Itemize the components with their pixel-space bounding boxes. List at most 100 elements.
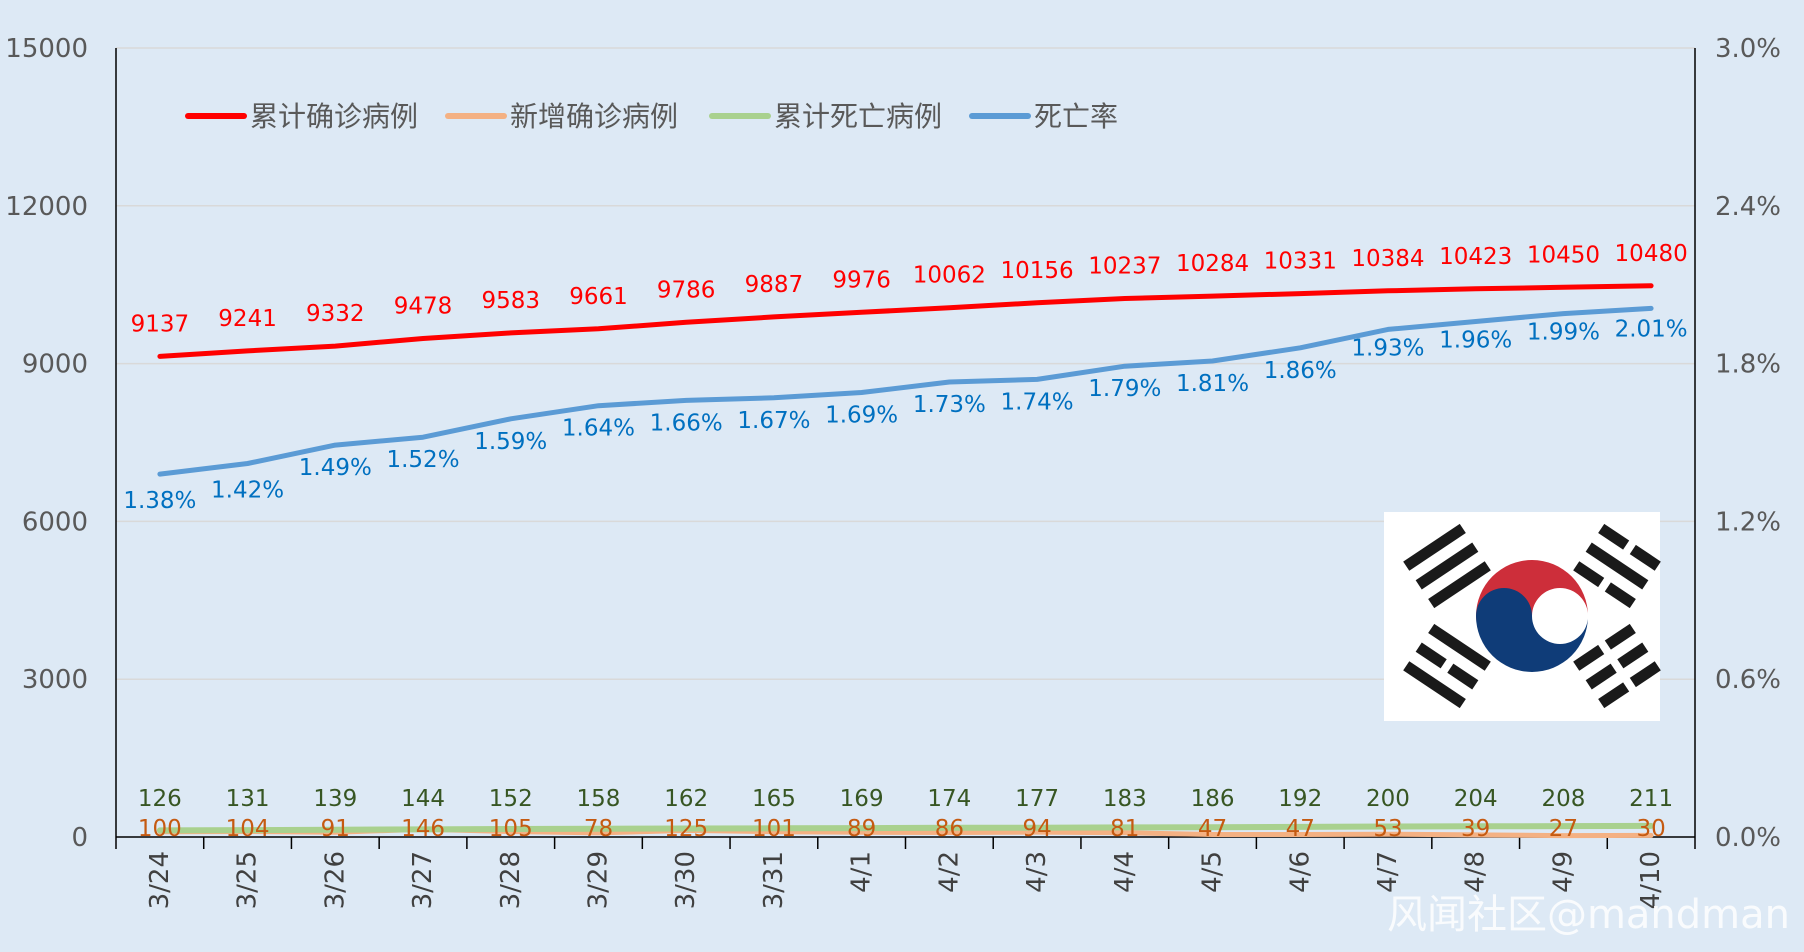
data-label-death-rate: 1.38% — [123, 488, 196, 514]
data-label-cumulative-deaths: 177 — [1015, 786, 1059, 812]
x-tick-label: 4/2 — [934, 851, 964, 893]
axes: 0 0.0% 3000 0.6% 6000 1.2% 9000 1.8% 12000 2.4% 15… — [5, 34, 1781, 909]
x-tick-label: 3/25 — [233, 851, 263, 909]
data-label-death-rate: 1.73% — [913, 392, 986, 418]
data-label-cumulative-cases: 9478 — [394, 293, 453, 319]
data-label-death-rate: 1.86% — [1264, 358, 1337, 384]
data-label-death-rate: 1.93% — [1351, 335, 1424, 361]
data-label-cumulative-cases: 10384 — [1351, 246, 1424, 272]
x-tick-label: 3/31 — [759, 851, 789, 909]
data-label-new-cases: 81 — [1110, 816, 1139, 842]
data-label-death-rate: 1.59% — [474, 429, 547, 455]
data-label-new-cases: 104 — [226, 816, 270, 842]
data-label-cumulative-deaths: 174 — [927, 786, 971, 812]
data-label-cumulative-deaths: 162 — [664, 786, 708, 812]
data-label-cumulative-cases: 10450 — [1527, 242, 1600, 268]
x-tick-label: 4/3 — [1022, 851, 1052, 893]
data-label-cumulative-deaths: 152 — [489, 786, 533, 812]
data-label-cumulative-cases: 10284 — [1176, 251, 1249, 277]
legend-label-death-rate: 死亡率 — [1034, 100, 1118, 133]
x-tick-label: 4/6 — [1285, 851, 1315, 893]
data-label-new-cases: 101 — [752, 816, 796, 842]
x-tick-label: 4/8 — [1461, 851, 1491, 893]
data-label-cumulative-cases: 9583 — [481, 288, 540, 314]
x-tick-label: 3/24 — [145, 851, 175, 909]
data-label-death-rate: 1.81% — [1176, 371, 1249, 397]
data-label-cumulative-cases: 10423 — [1439, 244, 1512, 270]
south-korea-flag-icon — [1384, 512, 1661, 721]
data-label-new-cases: 89 — [847, 816, 876, 842]
x-tick-label: 3/30 — [671, 851, 701, 909]
y-right-tick-label: 3.0% — [1715, 34, 1781, 64]
y-right-tick-label: 2.4% — [1715, 192, 1781, 222]
data-label-new-cases: 146 — [401, 816, 445, 842]
x-tick-label: 3/29 — [583, 851, 613, 909]
data-label-cumulative-deaths: 204 — [1454, 786, 1498, 812]
y-left-tick-label: 15000 — [5, 34, 88, 64]
data-label-cumulative-cases: 9786 — [657, 277, 716, 303]
data-label-cumulative-deaths: 208 — [1541, 786, 1585, 812]
data-label-death-rate: 1.99% — [1527, 320, 1600, 346]
data-label-new-cases: 86 — [935, 816, 964, 842]
data-label-death-rate: 1.42% — [211, 478, 284, 504]
data-label-new-cases: 94 — [1022, 816, 1051, 842]
y-right-tick-label: 1.8% — [1715, 350, 1781, 380]
data-label-cumulative-cases: 9332 — [306, 301, 365, 327]
x-tick-label: 4/10 — [1636, 851, 1666, 909]
watermark: 风闻社区@mandman — [1387, 892, 1790, 938]
legend-label-cumulative-cases: 累计确诊病例 — [250, 100, 418, 133]
y-left-tick-label: 0 — [71, 823, 88, 853]
data-label-cumulative-cases: 9241 — [218, 306, 277, 332]
data-label-cumulative-deaths: 186 — [1191, 786, 1235, 812]
data-label-cumulative-cases: 9976 — [832, 267, 891, 293]
data-label-cumulative-deaths: 158 — [577, 786, 621, 812]
data-label-death-rate: 1.67% — [737, 408, 810, 434]
data-label-death-rate: 1.69% — [825, 403, 898, 429]
data-label-cumulative-deaths: 165 — [752, 786, 796, 812]
series-line-cumulative-cases — [157, 283, 1654, 359]
data-label-cumulative-deaths: 126 — [138, 786, 182, 812]
data-label-new-cases: 91 — [321, 816, 350, 842]
legend-label-new-cases: 新增确诊病例 — [510, 100, 678, 133]
data-label-new-cases: 105 — [489, 816, 533, 842]
y-right-tick-label: 0.6% — [1715, 665, 1781, 695]
data-label-new-cases: 53 — [1373, 816, 1402, 842]
y-left-tick-label: 6000 — [22, 507, 88, 537]
y-right-tick-label: 1.2% — [1715, 507, 1781, 537]
data-label-cumulative-deaths: 183 — [1103, 786, 1147, 812]
data-label-death-rate: 1.74% — [1001, 389, 1074, 415]
data-label-death-rate: 1.66% — [650, 410, 723, 436]
x-tick-label: 4/5 — [1198, 851, 1228, 893]
data-label-cumulative-deaths: 144 — [401, 786, 445, 812]
data-label-new-cases: 47 — [1198, 816, 1227, 842]
y-left-tick-label: 12000 — [5, 192, 88, 222]
data-label-new-cases: 30 — [1636, 816, 1665, 842]
data-label-cumulative-cases: 10062 — [913, 263, 986, 289]
legend-label-cumulative-deaths: 累计死亡病例 — [774, 100, 942, 133]
data-label-cumulative-cases: 9661 — [569, 284, 628, 310]
data-label-new-cases: 47 — [1286, 816, 1315, 842]
data-label-cumulative-cases: 10331 — [1264, 249, 1337, 275]
x-tick-label: 4/9 — [1548, 851, 1578, 893]
data-label-death-rate: 1.52% — [386, 447, 459, 473]
data-label-death-rate: 1.79% — [1088, 376, 1161, 402]
data-label-death-rate: 1.64% — [562, 416, 635, 442]
x-tick-label: 3/26 — [320, 851, 350, 909]
data-label-cumulative-cases: 10480 — [1615, 241, 1688, 267]
series-line-cumulative-deaths — [156, 822, 1655, 834]
legend: 累计确诊病例 新增确诊病例 累计死亡病例 死亡率 — [185, 100, 1118, 133]
data-label-new-cases: 125 — [664, 816, 708, 842]
data-label-death-rate: 1.96% — [1439, 328, 1512, 354]
data-label-cumulative-deaths: 169 — [840, 786, 884, 812]
x-tick-label: 4/4 — [1110, 851, 1140, 893]
data-label-new-cases: 78 — [584, 816, 613, 842]
data-label-cumulative-cases: 10156 — [1000, 258, 1073, 284]
data-label-cumulative-deaths: 211 — [1629, 786, 1673, 812]
y-right-tick-label: 0.0% — [1715, 823, 1781, 853]
series-line-death-rate — [157, 305, 1654, 477]
series-lines — [156, 283, 1655, 839]
data-label-cumulative-cases: 9137 — [131, 311, 190, 337]
x-tick-label: 4/7 — [1373, 851, 1403, 893]
data-label-cumulative-deaths: 200 — [1366, 786, 1410, 812]
